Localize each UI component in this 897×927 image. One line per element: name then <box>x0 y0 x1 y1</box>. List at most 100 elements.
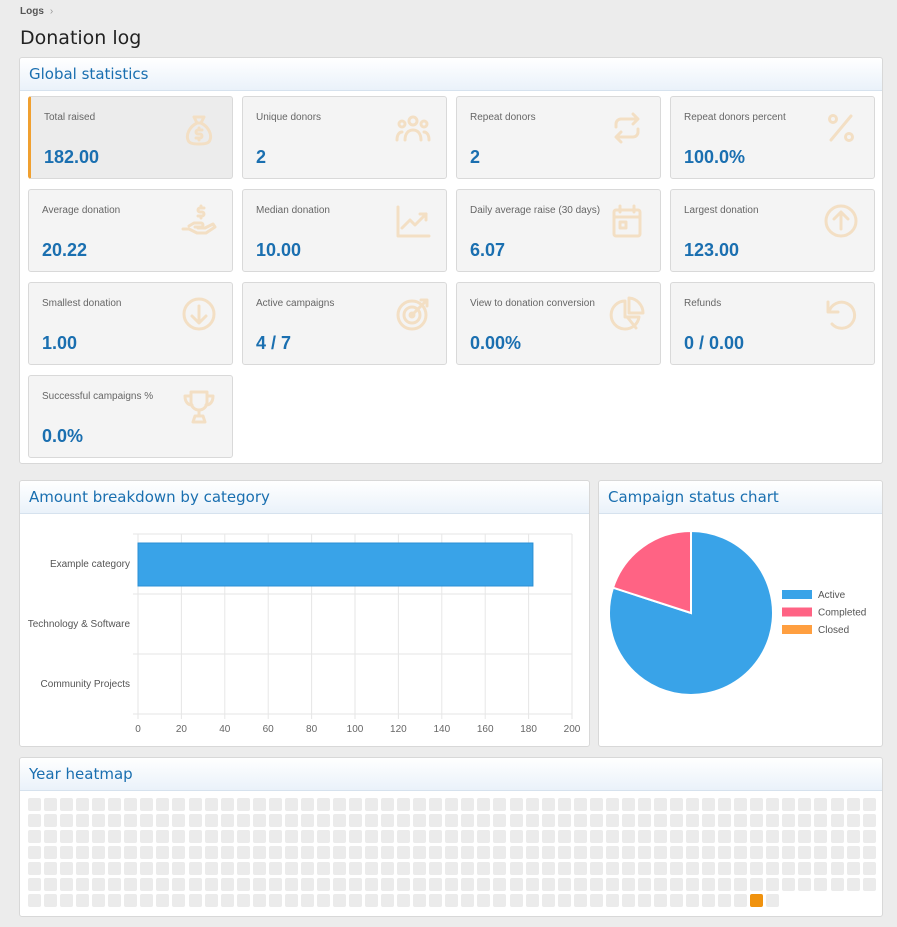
heatmap-cell[interactable] <box>253 830 266 843</box>
heatmap-cell[interactable] <box>301 878 314 891</box>
heatmap-cell[interactable] <box>526 862 539 875</box>
heatmap-cell[interactable] <box>670 798 683 811</box>
heatmap-cell[interactable] <box>429 878 442 891</box>
heatmap-cell[interactable] <box>461 846 474 859</box>
heatmap-cell[interactable] <box>782 846 795 859</box>
heatmap-cell[interactable] <box>831 862 844 875</box>
heatmap-cell[interactable] <box>269 846 282 859</box>
heatmap-cell[interactable] <box>477 846 490 859</box>
heatmap-cell[interactable] <box>92 830 105 843</box>
heatmap-cell[interactable] <box>349 878 362 891</box>
heatmap-cell[interactable] <box>269 878 282 891</box>
heatmap-cell[interactable] <box>461 894 474 907</box>
heatmap-cell[interactable] <box>76 846 89 859</box>
heatmap-cell[interactable] <box>686 814 699 827</box>
heatmap-cell[interactable] <box>847 798 860 811</box>
heatmap-cell[interactable] <box>124 830 137 843</box>
heatmap-cell[interactable] <box>718 830 731 843</box>
heatmap-cell[interactable] <box>301 846 314 859</box>
heatmap-cell[interactable] <box>381 830 394 843</box>
heatmap-cell[interactable] <box>622 878 635 891</box>
heatmap-cell[interactable] <box>285 814 298 827</box>
heatmap-cell[interactable] <box>349 862 362 875</box>
heatmap-cell[interactable] <box>510 894 523 907</box>
heatmap-cell[interactable] <box>510 798 523 811</box>
heatmap-cell[interactable] <box>349 798 362 811</box>
heatmap-cell[interactable] <box>750 830 763 843</box>
heatmap-cell[interactable] <box>766 878 779 891</box>
heatmap-cell[interactable] <box>654 798 667 811</box>
heatmap-cell[interactable] <box>285 878 298 891</box>
heatmap-cell[interactable] <box>365 894 378 907</box>
heatmap-cell[interactable] <box>237 830 250 843</box>
heatmap-cell[interactable] <box>814 846 827 859</box>
heatmap-cell[interactable] <box>654 814 667 827</box>
heatmap-cell[interactable] <box>76 798 89 811</box>
heatmap-cell[interactable] <box>654 878 667 891</box>
heatmap-cell[interactable] <box>381 894 394 907</box>
heatmap-cell[interactable] <box>92 894 105 907</box>
heatmap-cell[interactable] <box>28 894 41 907</box>
heatmap-cell[interactable] <box>542 878 555 891</box>
heatmap-cell[interactable] <box>847 878 860 891</box>
heatmap-cell[interactable] <box>333 846 346 859</box>
heatmap-cell[interactable] <box>782 830 795 843</box>
heatmap-cell[interactable] <box>237 798 250 811</box>
heatmap-cell[interactable] <box>108 862 121 875</box>
heatmap-cell[interactable] <box>221 830 234 843</box>
heatmap-cell[interactable] <box>124 862 137 875</box>
heatmap-cell[interactable] <box>140 878 153 891</box>
heatmap-cell[interactable] <box>397 798 410 811</box>
heatmap-cell[interactable] <box>750 894 763 907</box>
heatmap-cell[interactable] <box>253 846 266 859</box>
heatmap-cell[interactable] <box>863 862 876 875</box>
heatmap-cell[interactable] <box>445 894 458 907</box>
heatmap-cell[interactable] <box>750 862 763 875</box>
heatmap-cell[interactable] <box>510 830 523 843</box>
heatmap-cell[interactable] <box>493 846 506 859</box>
heatmap-cell[interactable] <box>798 830 811 843</box>
heatmap-cell[interactable] <box>831 878 844 891</box>
heatmap-cell[interactable] <box>542 862 555 875</box>
heatmap-cell[interactable] <box>750 846 763 859</box>
heatmap-cell[interactable] <box>798 878 811 891</box>
heatmap-cell[interactable] <box>654 846 667 859</box>
heatmap-cell[interactable] <box>429 862 442 875</box>
heatmap-cell[interactable] <box>574 846 587 859</box>
heatmap-cell[interactable] <box>718 894 731 907</box>
heatmap-cell[interactable] <box>686 862 699 875</box>
heatmap-cell[interactable] <box>156 878 169 891</box>
heatmap-cell[interactable] <box>108 846 121 859</box>
heatmap-cell[interactable] <box>670 878 683 891</box>
heatmap-cell[interactable] <box>413 830 426 843</box>
heatmap-cell[interactable] <box>397 814 410 827</box>
heatmap-cell[interactable] <box>349 846 362 859</box>
heatmap-cell[interactable] <box>638 846 651 859</box>
heatmap-cell[interactable] <box>333 878 346 891</box>
heatmap-cell[interactable] <box>76 878 89 891</box>
heatmap-cell[interactable] <box>333 798 346 811</box>
heatmap-cell[interactable] <box>542 814 555 827</box>
heatmap-cell[interactable] <box>317 878 330 891</box>
heatmap-cell[interactable] <box>237 894 250 907</box>
heatmap-cell[interactable] <box>140 798 153 811</box>
heatmap-cell[interactable] <box>750 814 763 827</box>
heatmap-cell[interactable] <box>285 862 298 875</box>
heatmap-cell[interactable] <box>92 814 105 827</box>
heatmap-cell[interactable] <box>205 830 218 843</box>
heatmap-cell[interactable] <box>365 878 378 891</box>
heatmap-cell[interactable] <box>397 830 410 843</box>
heatmap-cell[interactable] <box>445 814 458 827</box>
heatmap-cell[interactable] <box>718 862 731 875</box>
heatmap-cell[interactable] <box>28 814 41 827</box>
heatmap-cell[interactable] <box>638 814 651 827</box>
heatmap-cell[interactable] <box>221 798 234 811</box>
heatmap-cell[interactable] <box>108 894 121 907</box>
heatmap-cell[interactable] <box>750 878 763 891</box>
heatmap-cell[interactable] <box>205 814 218 827</box>
heatmap-cell[interactable] <box>205 798 218 811</box>
heatmap-cell[interactable] <box>413 878 426 891</box>
heatmap-cell[interactable] <box>397 862 410 875</box>
heatmap-cell[interactable] <box>172 814 185 827</box>
heatmap-cell[interactable] <box>493 894 506 907</box>
